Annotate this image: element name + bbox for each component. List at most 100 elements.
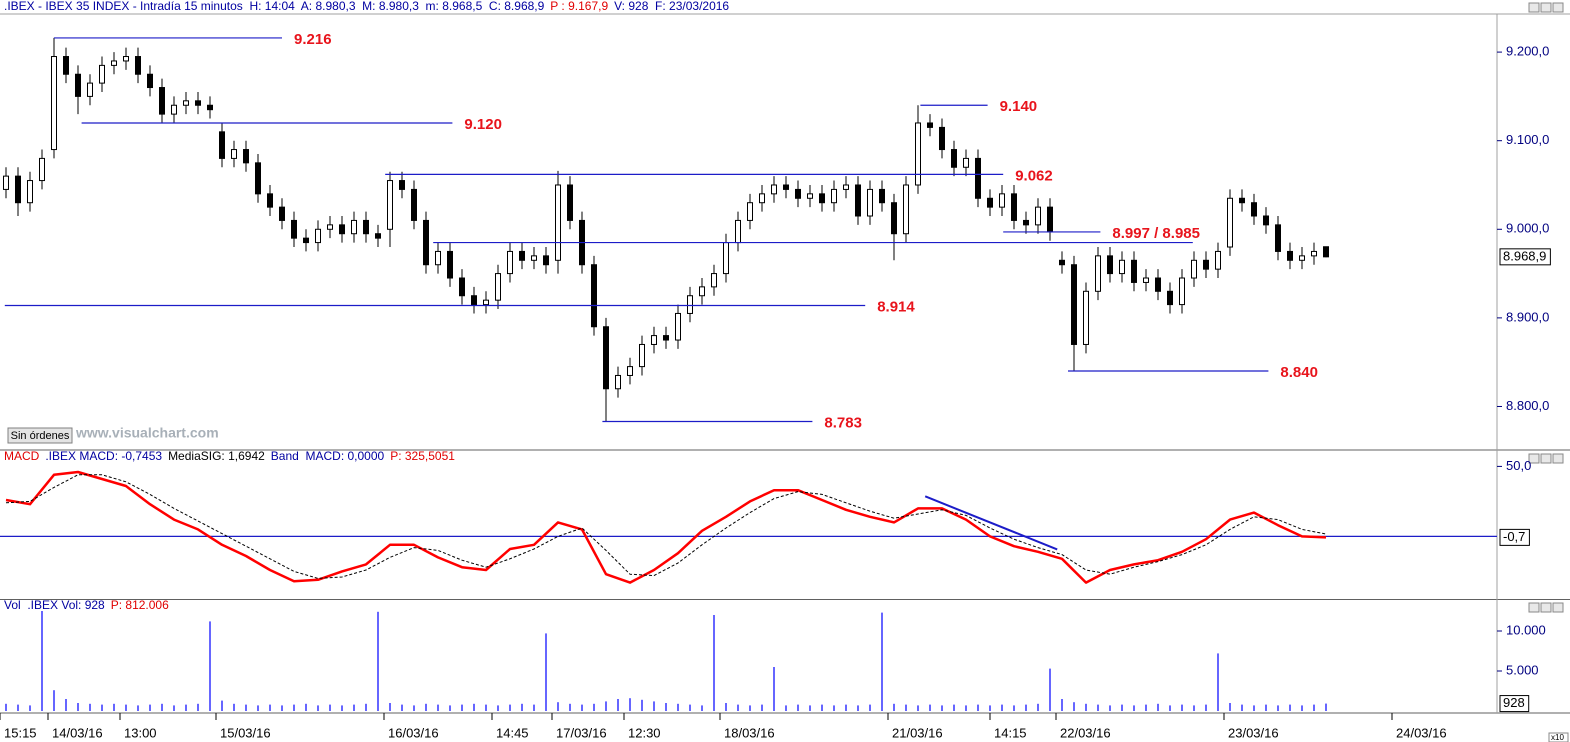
candle-body bbox=[363, 219, 369, 235]
minimize-button[interactable] bbox=[1528, 453, 1540, 464]
last-value-box bbox=[1499, 528, 1530, 546]
level-label: 9.216 bbox=[294, 31, 332, 48]
orders-button[interactable] bbox=[7, 427, 73, 444]
candle-body bbox=[459, 277, 465, 297]
candle-body bbox=[147, 73, 153, 89]
candle-body bbox=[1047, 206, 1053, 233]
candle-body bbox=[3, 175, 9, 190]
x-tick-label: 17/03/16 bbox=[556, 725, 607, 740]
candle-body bbox=[243, 149, 249, 164]
candle-body bbox=[99, 64, 105, 84]
candle-body bbox=[339, 224, 345, 235]
close-button[interactable] bbox=[1552, 453, 1564, 464]
candle-body bbox=[627, 366, 633, 376]
watermark: www.visualchart.com bbox=[75, 425, 219, 441]
candle-body bbox=[1251, 202, 1257, 217]
candle-body bbox=[663, 335, 669, 341]
candle-body bbox=[1311, 250, 1317, 257]
candle-body bbox=[399, 180, 405, 190]
candle-body bbox=[1263, 215, 1269, 226]
candle-body bbox=[567, 184, 573, 221]
indicator-line bbox=[5, 474, 1327, 579]
candle-body bbox=[651, 335, 657, 345]
candle-body bbox=[1179, 277, 1185, 306]
candle-body bbox=[1203, 259, 1209, 270]
x-tick-label: 13:00 bbox=[124, 725, 157, 740]
close-button[interactable] bbox=[1552, 2, 1564, 13]
candle-body bbox=[219, 131, 225, 159]
x-tick-label: 15:15 bbox=[4, 725, 37, 740]
candle-body bbox=[1191, 259, 1197, 279]
y-tick-label: 9.200,0 bbox=[1506, 44, 1549, 59]
candle-body bbox=[759, 193, 765, 204]
axis-multiplier-box bbox=[1548, 732, 1569, 742]
candle-body bbox=[783, 184, 789, 190]
candle-body bbox=[747, 202, 753, 221]
minimize-button[interactable] bbox=[1528, 602, 1540, 613]
candle-body bbox=[831, 188, 837, 204]
candle-body bbox=[315, 228, 321, 244]
close-button[interactable] bbox=[1552, 602, 1564, 613]
candle-body bbox=[411, 188, 417, 221]
candle-body bbox=[807, 193, 813, 199]
last-value-box bbox=[1499, 248, 1551, 266]
panel: 10.000 5.000 bbox=[5, 611, 1546, 711]
candle-body bbox=[903, 184, 909, 235]
candle-body bbox=[483, 299, 489, 306]
candle-body bbox=[915, 122, 921, 186]
last-value-label: 928 bbox=[1503, 695, 1525, 710]
candle-body bbox=[87, 82, 93, 97]
candle-body bbox=[303, 237, 309, 244]
x-tick-label: 21/03/16 bbox=[892, 725, 943, 740]
candle-body bbox=[183, 100, 189, 106]
candle-body bbox=[1035, 206, 1041, 226]
candle-body bbox=[615, 374, 621, 390]
candle-body bbox=[15, 175, 21, 204]
level-label: 8.997 / 8.985 bbox=[1112, 225, 1200, 242]
candle-body bbox=[1119, 259, 1125, 275]
candle-body bbox=[591, 264, 597, 328]
maximize-button[interactable] bbox=[1540, 453, 1552, 464]
orders-button-label[interactable]: Sin órdenes bbox=[11, 430, 70, 442]
candle-body bbox=[531, 255, 537, 261]
candle-body bbox=[999, 193, 1005, 208]
header-segment: Vol .IBEX Vol: 928 bbox=[4, 598, 105, 612]
last-value-label: 8.968,9 bbox=[1503, 248, 1546, 263]
candle-body bbox=[1323, 246, 1329, 258]
candle-body bbox=[267, 193, 273, 208]
panel: 50,0 bbox=[0, 458, 1531, 584]
candle-body bbox=[603, 326, 609, 390]
maximize-button[interactable] bbox=[1540, 602, 1552, 613]
y-tick-label: 5.000 bbox=[1506, 662, 1539, 677]
minimize-button[interactable] bbox=[1528, 2, 1540, 13]
header-segment: P : 9.167,9 bbox=[550, 0, 608, 13]
candle-body bbox=[699, 286, 705, 297]
candle-body bbox=[51, 56, 57, 151]
panel: 9.200,0 9.100,0 9.000,0 8.900,0 8.800,0 9.216… bbox=[3, 31, 1549, 432]
x-tick-label: 15/03/16 bbox=[220, 725, 271, 740]
maximize-button[interactable] bbox=[1540, 2, 1552, 13]
candle-body bbox=[987, 197, 993, 208]
last-value-box bbox=[1499, 695, 1530, 713]
candle-body bbox=[891, 202, 897, 235]
candle-body bbox=[795, 188, 801, 199]
candle-body bbox=[195, 100, 201, 106]
candle-body bbox=[387, 180, 393, 230]
x-tick-label: 18/03/16 bbox=[724, 725, 775, 740]
panel-header: MACD .IBEX MACD: -0,7453 MediaSIG: 1,6942 B… bbox=[4, 449, 455, 463]
x-tick-label: 24/03/16 bbox=[1396, 725, 1447, 740]
candle-body bbox=[123, 56, 129, 62]
candle-body bbox=[879, 188, 885, 204]
candle-body bbox=[135, 56, 141, 75]
candle-body bbox=[711, 273, 717, 288]
x-tick-label: 14/03/16 bbox=[52, 725, 103, 740]
candle-body bbox=[375, 233, 381, 239]
panel-header: .IBEX - IBEX 35 INDEX - Intradía 15 minu… bbox=[4, 0, 729, 13]
candle-body bbox=[675, 312, 681, 341]
candle-body bbox=[39, 157, 45, 182]
y-tick-label: 9.100,0 bbox=[1506, 132, 1549, 147]
level-label: 9.062 bbox=[1015, 167, 1053, 184]
